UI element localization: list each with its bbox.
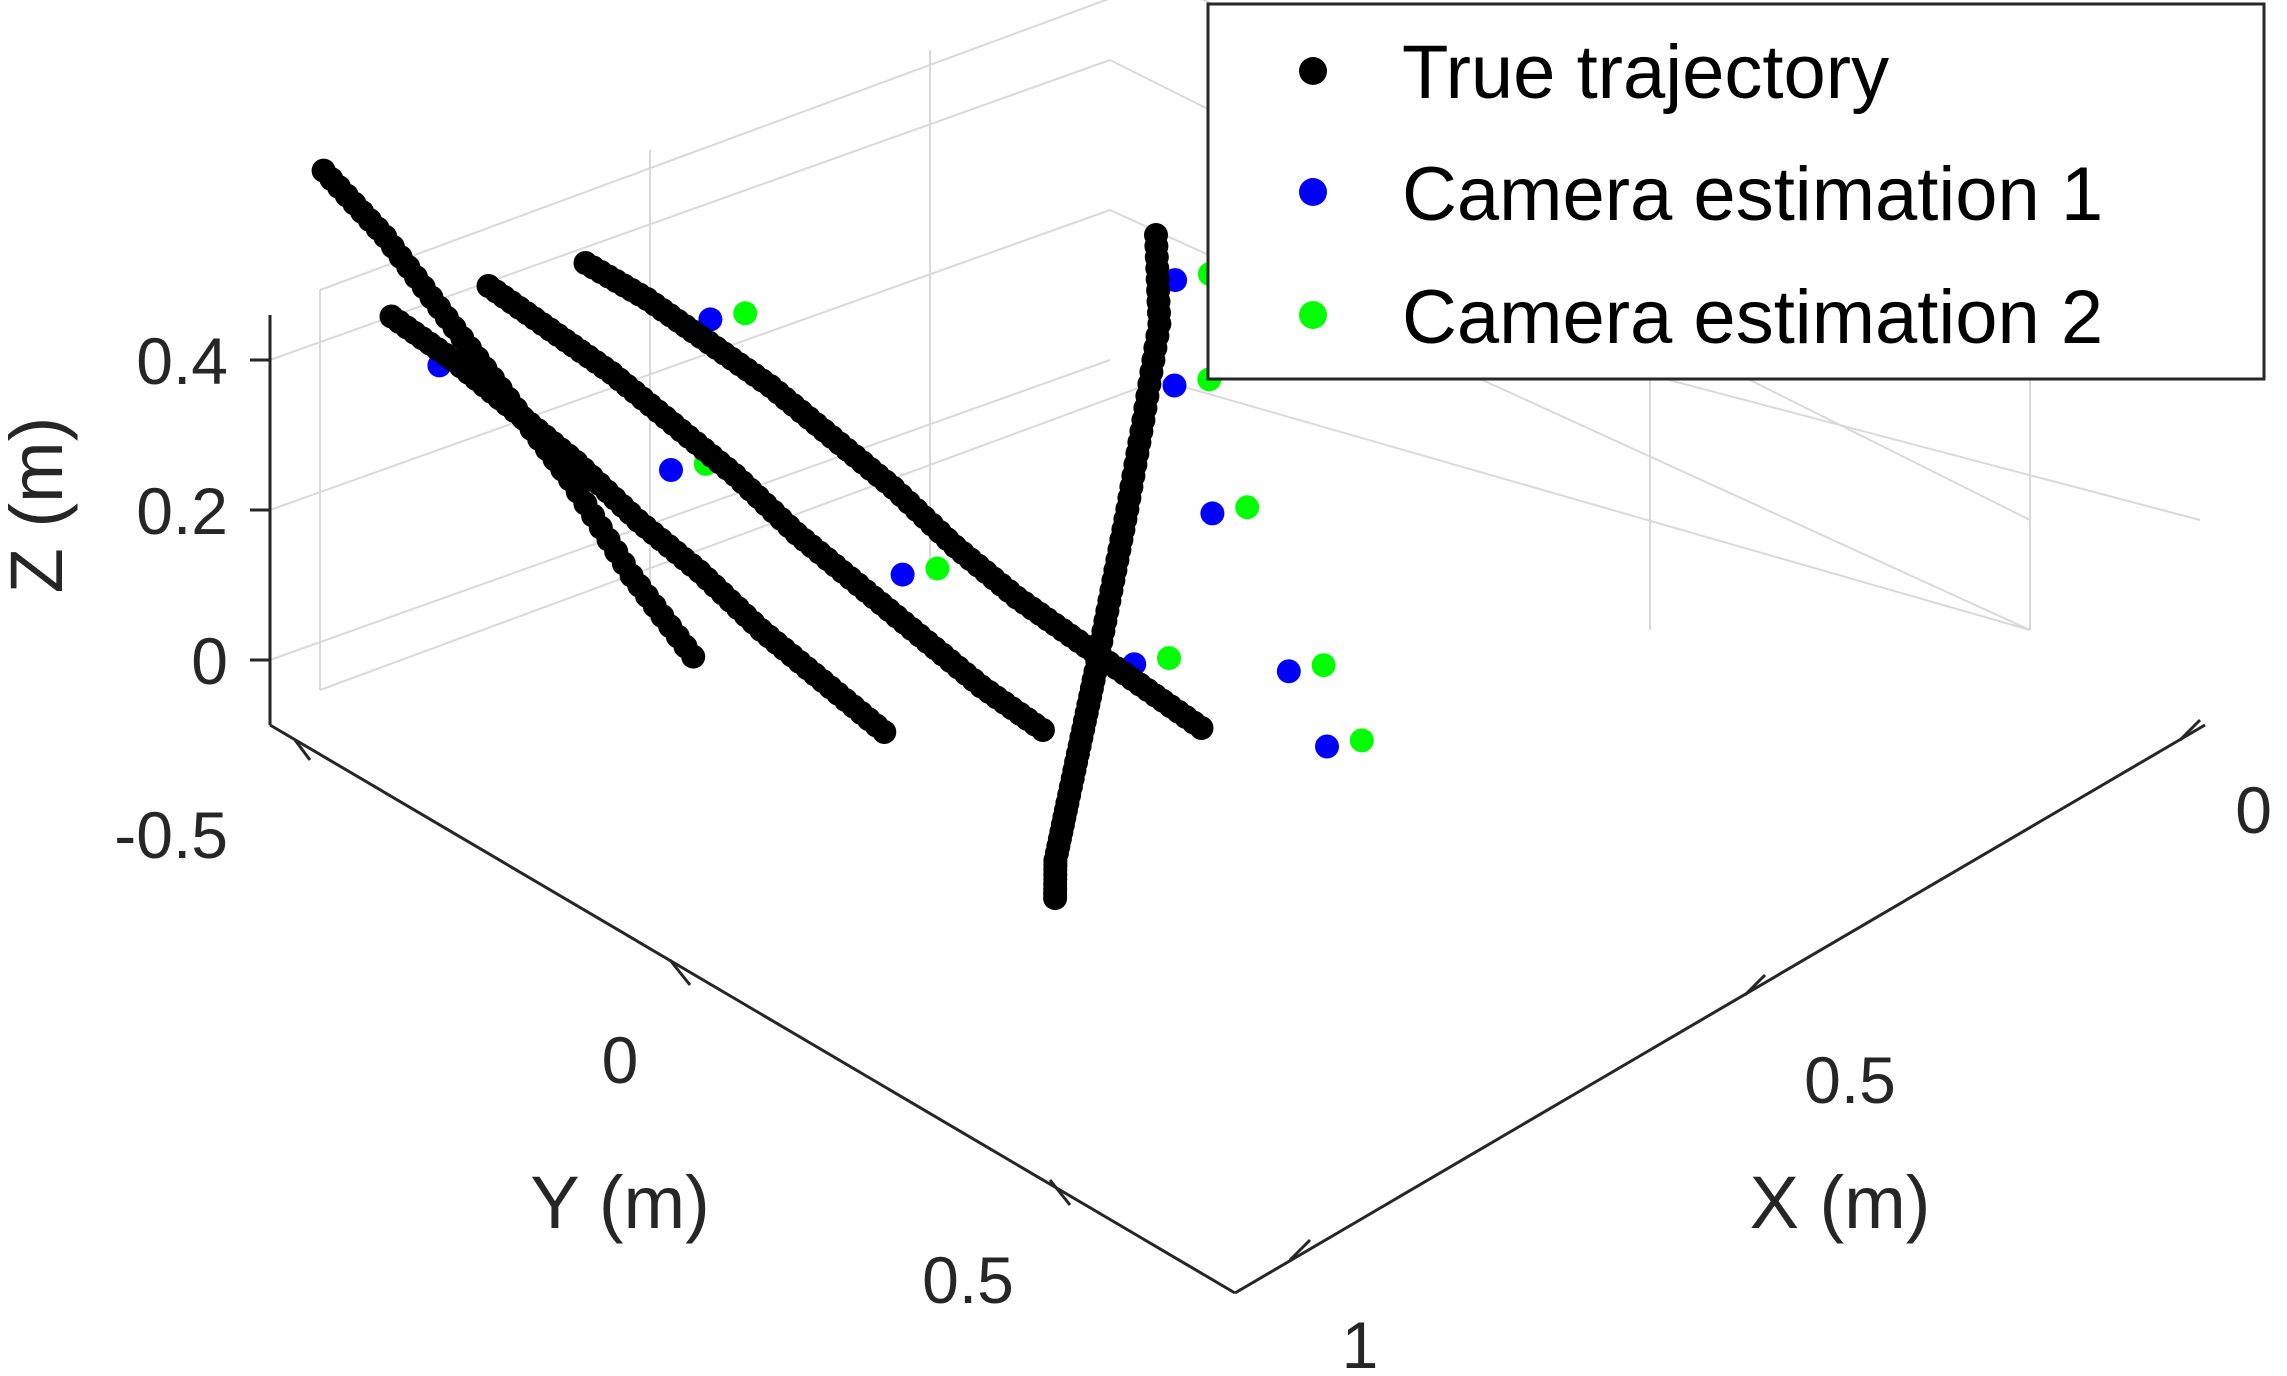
y-tick-label: 0 (602, 1023, 639, 1097)
legend-label-camera-estimation-1: Camera estimation 1 (1402, 152, 2103, 237)
true-trajectory-point (1144, 223, 1168, 247)
x-tick-label: 0.5 (1804, 1043, 1896, 1117)
legend-marker-camera-estimation-2 (1299, 301, 1327, 329)
camera-estimation-1-point (1315, 734, 1339, 759)
camera-estimation-1-point (1200, 501, 1225, 526)
y-tick-label: 0.5 (922, 1243, 1014, 1317)
y-axis-line (269, 723, 1236, 1295)
x-axis-line (1234, 723, 2206, 1295)
camera-estimation-1-point (659, 458, 683, 482)
true-trajectory-point (1030, 718, 1055, 742)
camera-estimation-2-point (1235, 495, 1260, 520)
x-axis-label: X (m) (1750, 1161, 1931, 1244)
x-tick (1743, 973, 1767, 997)
camera-estimation-2-point (925, 556, 950, 581)
tick-labels: 0.4 0.2 0 -0.5 0 0.5 1 0.5 0 (114, 324, 2272, 1376)
camera-estimation-2-point (733, 301, 758, 326)
legend-label-camera-estimation-2: Camera estimation 2 (1402, 275, 2103, 360)
legend-marker-camera-estimation-1 (1299, 178, 1327, 206)
legend-box (1206, 2, 2266, 381)
y-tick (293, 739, 312, 761)
legend: True trajectory Camera estimation 1 Came… (1206, 2, 2266, 381)
y-tick-label: -0.5 (114, 798, 228, 872)
true-trajectory-point (872, 720, 897, 744)
x-tick-label: 0 (2235, 773, 2272, 847)
z-tick-label: 0.4 (136, 324, 228, 398)
camera-estimation-2-point (1349, 728, 1374, 753)
y-axis-label: Y (m) (530, 1161, 710, 1244)
true-trajectory-point (681, 644, 706, 669)
camera-estimation-2-point (1311, 653, 1336, 678)
x-tick (2178, 718, 2202, 742)
legend-marker-true-trajectory (1299, 57, 1327, 85)
camera-estimation-1-point (890, 562, 915, 587)
x-tick (1288, 1238, 1312, 1262)
true-trajectory-point (1189, 716, 1214, 740)
legend-label-true-trajectory: True trajectory (1402, 30, 1889, 115)
camera-estimation-1-point (1162, 373, 1187, 398)
z-tick-label: 0.2 (136, 474, 228, 548)
x-tick-label: 1 (1342, 1308, 1379, 1376)
y-tick (1048, 1179, 1072, 1206)
axes-frame (250, 315, 2206, 1295)
camera-estimation-1-point (1276, 659, 1301, 684)
y-tick (668, 959, 692, 986)
z-axis-label: Z (m) (0, 417, 78, 594)
data-points (311, 158, 1374, 911)
z-tick-label: 0 (191, 624, 228, 698)
camera-estimation-1-point (698, 307, 723, 332)
camera-estimation-2-point (1157, 646, 1181, 671)
